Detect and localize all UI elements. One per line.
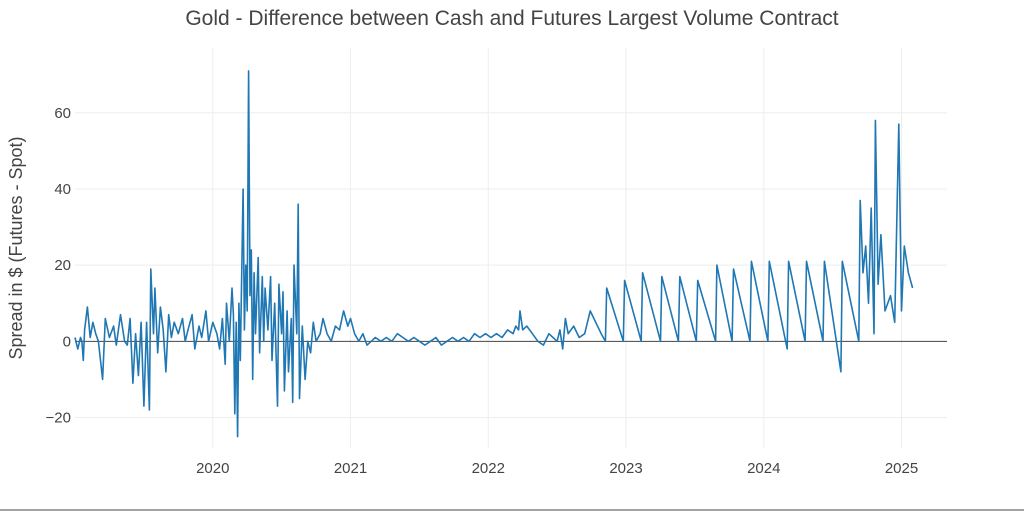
y-tick-label: 60 <box>54 105 71 122</box>
x-tick-label: 2021 <box>334 460 367 477</box>
y-tick-label: −20 <box>46 410 71 427</box>
grid-lines <box>75 48 947 448</box>
x-tick-label: 2022 <box>472 460 505 477</box>
y-axis-label: Spread in $ (Futures - Spot) <box>6 136 26 359</box>
x-tick-label: 2023 <box>609 460 642 477</box>
axis-ticks: −20 0 20 40 60 2020 2021 2022 2023 2024 2025 <box>46 105 919 477</box>
chart-title: Gold - Difference between Cash and Futur… <box>185 7 838 30</box>
y-tick-label: 0 <box>63 333 71 350</box>
y-tick-label: 40 <box>54 181 71 198</box>
y-tick-label: 20 <box>54 257 71 274</box>
x-tick-label: 2024 <box>747 460 780 477</box>
x-tick-label: 2025 <box>885 460 918 477</box>
x-tick-label: 2020 <box>196 460 229 477</box>
spread-series-line <box>74 70 914 438</box>
